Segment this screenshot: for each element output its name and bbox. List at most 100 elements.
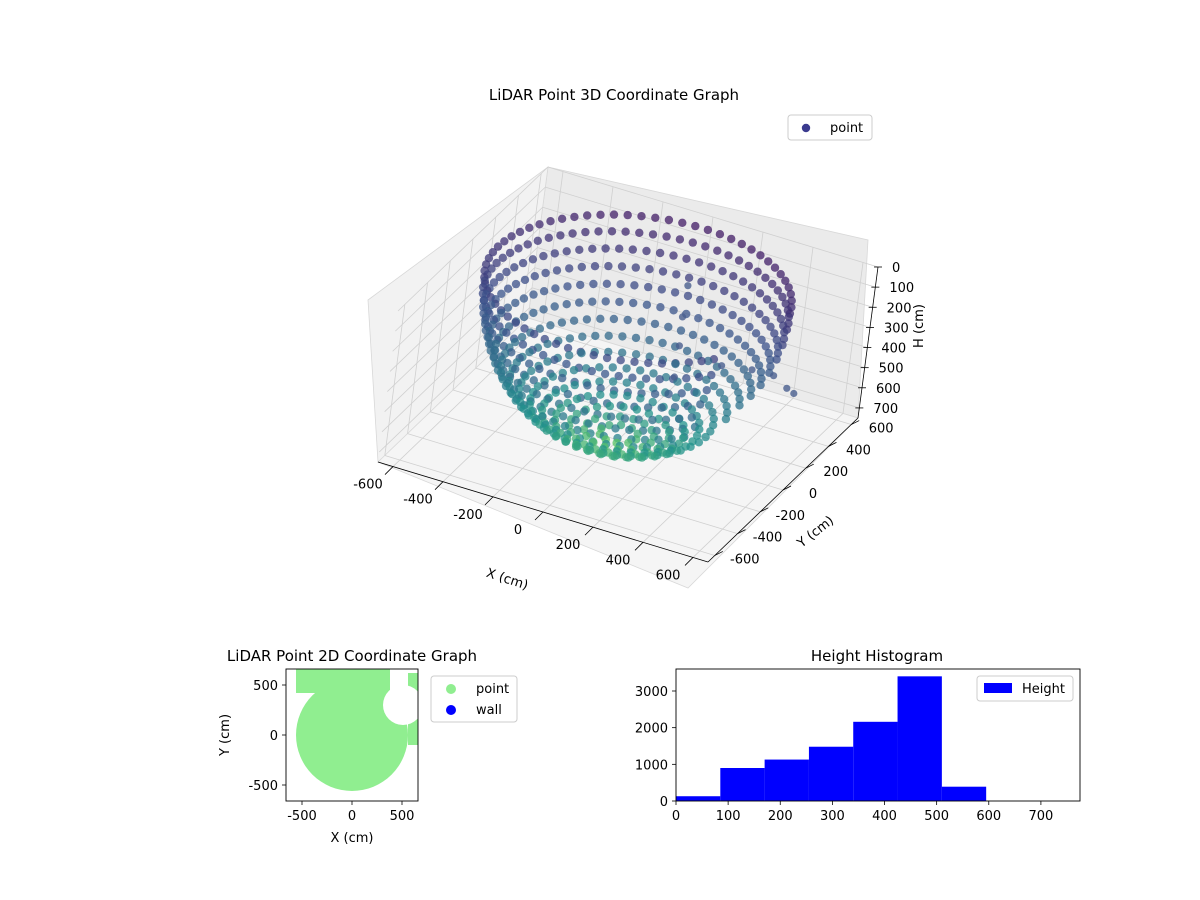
point-3d <box>518 340 528 349</box>
point-3d <box>670 373 679 381</box>
point-3d <box>529 290 538 299</box>
point-3d <box>764 257 773 266</box>
x-tick-label-3d: -400 <box>403 493 433 508</box>
point-3d <box>702 375 711 384</box>
point-3d <box>580 407 589 416</box>
point-3d <box>754 361 764 370</box>
point-3d <box>484 339 494 349</box>
point-3d <box>644 358 653 368</box>
point-3d <box>589 351 598 360</box>
point-3d <box>537 405 547 415</box>
point-3d <box>770 329 779 338</box>
point-3d <box>569 316 579 325</box>
point-3d <box>535 220 544 229</box>
point-3d <box>556 403 565 413</box>
point-3d <box>543 339 552 349</box>
point-3d <box>609 210 619 219</box>
point-3d <box>751 354 760 363</box>
x-tick-3d <box>684 557 694 566</box>
x-tick-label-2d: -500 <box>287 809 317 824</box>
point-3d <box>520 275 530 285</box>
point-3d <box>694 258 704 267</box>
x-tick-label-hist: 700 <box>1028 809 1053 824</box>
histogram-bar <box>720 768 765 801</box>
point-3d <box>637 317 646 326</box>
legend-wall-label-2d: wall <box>476 703 502 718</box>
x-tick-label-hist: 500 <box>924 809 949 824</box>
point-3d <box>583 392 593 401</box>
y-axis-line-3d <box>707 417 859 563</box>
point-3d <box>648 397 657 407</box>
point-3d <box>648 230 658 239</box>
x-axis-label-3d: X (cm) <box>484 566 530 594</box>
point-3d <box>735 394 744 404</box>
point-3d <box>594 227 603 236</box>
point-3d <box>651 213 660 222</box>
point-3d <box>575 245 584 254</box>
point-3d <box>723 408 732 417</box>
point-3d <box>631 333 641 343</box>
point-3d <box>784 283 793 292</box>
y-tick-label-hist: 0 <box>660 795 668 810</box>
point-3d <box>535 364 544 374</box>
point-3d <box>539 287 549 296</box>
point-3d <box>628 373 637 382</box>
point-3d <box>503 284 513 293</box>
point-3d <box>520 324 529 333</box>
legend-height-swatch <box>984 683 1012 693</box>
point-region-circle <box>296 679 408 791</box>
point-3d <box>589 279 598 289</box>
point-3d <box>618 332 627 341</box>
point-3d <box>578 332 587 341</box>
point-3d <box>533 236 542 245</box>
point-3d <box>720 395 729 404</box>
point-3d <box>739 365 749 374</box>
point-3d <box>608 363 617 372</box>
point-3d <box>761 273 770 282</box>
x-tick-3d <box>634 542 644 551</box>
point-3d <box>575 298 584 307</box>
point-3d <box>709 414 718 423</box>
x-tick-label-3d: -600 <box>353 478 383 493</box>
y-tick-label-hist: 3000 <box>635 685 668 700</box>
grid-line-left-y <box>384 304 406 456</box>
point-3d <box>560 421 570 431</box>
point-3d <box>539 251 548 261</box>
point-3d <box>679 433 688 443</box>
point-3d <box>608 377 618 386</box>
point-3d <box>493 242 503 251</box>
point-3d <box>682 254 691 263</box>
chart-2d-title: LiDAR Point 2D Coordinate Graph <box>227 647 477 665</box>
point-3d <box>703 356 713 366</box>
point-3d <box>579 425 589 434</box>
point-3d <box>576 280 585 290</box>
ticks-2d: -500 0 500 -500 0 500 <box>248 679 414 824</box>
point-3d <box>592 402 602 412</box>
point-3d <box>753 267 762 276</box>
point-3d <box>642 300 652 309</box>
point-3d <box>696 295 705 305</box>
z-tick-label-3d: 500 <box>879 362 904 377</box>
point-3d <box>790 389 798 398</box>
point-3d <box>511 298 520 308</box>
point-3d <box>664 427 674 436</box>
point-3d <box>713 246 722 255</box>
point-3d <box>500 237 509 246</box>
point-3d <box>565 264 574 273</box>
point-3d <box>533 382 543 391</box>
point-3d <box>522 384 531 393</box>
point-3d <box>720 286 729 296</box>
point-3d <box>636 394 645 403</box>
point-3d <box>773 349 783 358</box>
point-region-top <box>296 669 390 693</box>
point-3d <box>596 450 606 459</box>
point-3d <box>637 453 647 462</box>
point-3d <box>669 306 678 315</box>
point-3d <box>762 295 772 304</box>
point-3d <box>631 350 641 359</box>
point-3d <box>657 403 666 412</box>
legend-point-label: point <box>830 121 863 136</box>
point-3d <box>596 384 605 393</box>
point-3d <box>548 372 558 381</box>
point-3d <box>676 326 686 335</box>
